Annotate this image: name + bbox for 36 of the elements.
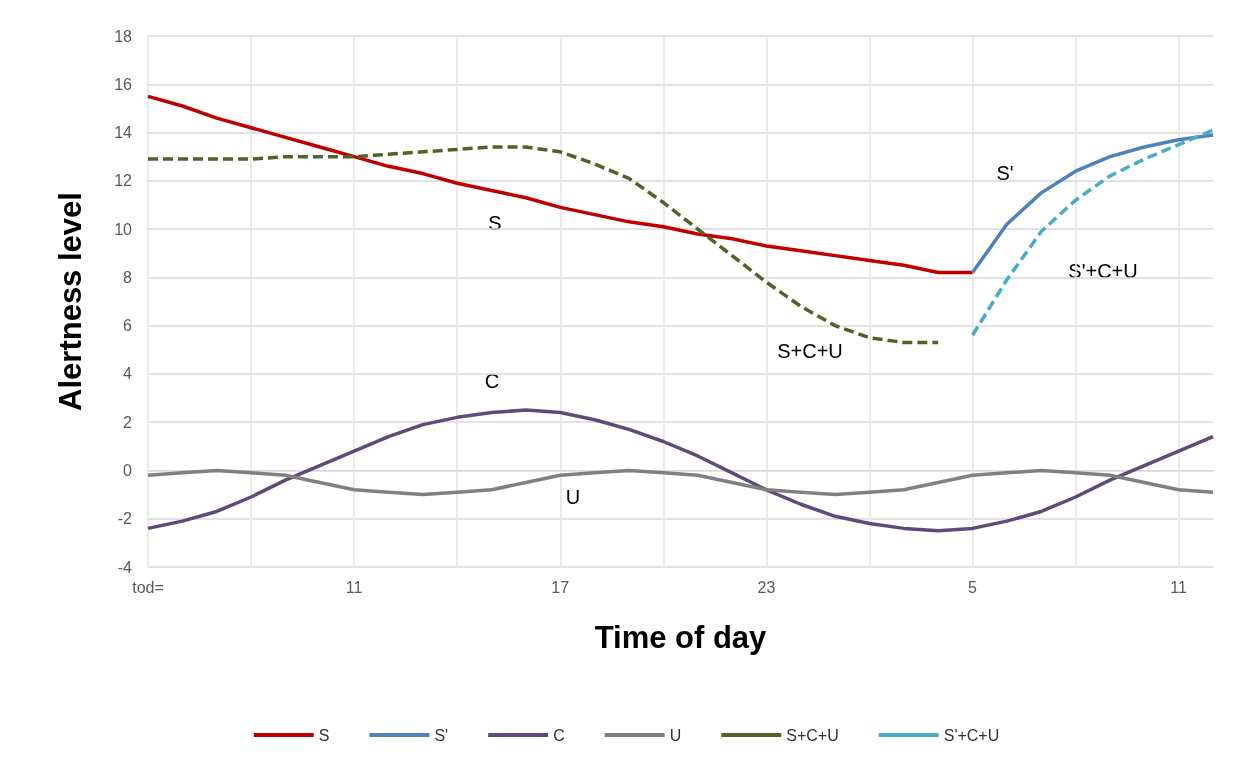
- x-axis-title: Time of day: [594, 620, 768, 655]
- y-tick-label: -2: [117, 510, 133, 528]
- legend-label: S+C+U: [786, 726, 839, 744]
- annotation: C: [484, 370, 500, 392]
- y-tick-label: 14: [114, 124, 133, 142]
- y-tick-label: -4: [117, 558, 133, 576]
- y-tick-label: 10: [114, 220, 133, 238]
- y-tick-label: 4: [123, 365, 133, 383]
- y-tick-label: 16: [114, 75, 133, 93]
- annotation: S'+C+U: [1068, 260, 1138, 282]
- legend-label: U: [669, 726, 682, 744]
- line-series: [146, 145, 940, 345]
- x-tick-label: 23: [757, 578, 776, 596]
- y-tick-label: 2: [123, 413, 133, 431]
- annotation: U: [565, 486, 581, 508]
- y-axis-title: Alertness level: [53, 192, 88, 411]
- y-tick-label: 0: [123, 461, 133, 479]
- annotation: S': [996, 162, 1014, 184]
- y-tick-label: 8: [123, 268, 133, 286]
- legend-label: S: [318, 726, 330, 744]
- annotation: S+C+U: [777, 340, 843, 362]
- x-tick-label: 11: [1170, 578, 1188, 596]
- x-tick-label: 17: [551, 578, 570, 596]
- line-series: [970, 128, 1215, 338]
- legend-label: C: [553, 726, 565, 744]
- line-series: [146, 408, 1215, 533]
- legend-label: S': [434, 726, 449, 744]
- y-tick-label: 12: [114, 172, 133, 190]
- annotation: S: [488, 212, 502, 234]
- line-series: [146, 94, 975, 275]
- y-tick-label: 6: [123, 317, 133, 335]
- x-tick-label: tod=: [132, 578, 164, 596]
- x-tick-label: 11: [345, 578, 363, 596]
- x-tick-label: 5: [968, 578, 978, 596]
- legend-label: S'+C+U: [943, 726, 1000, 744]
- y-tick-label: 18: [114, 27, 133, 45]
